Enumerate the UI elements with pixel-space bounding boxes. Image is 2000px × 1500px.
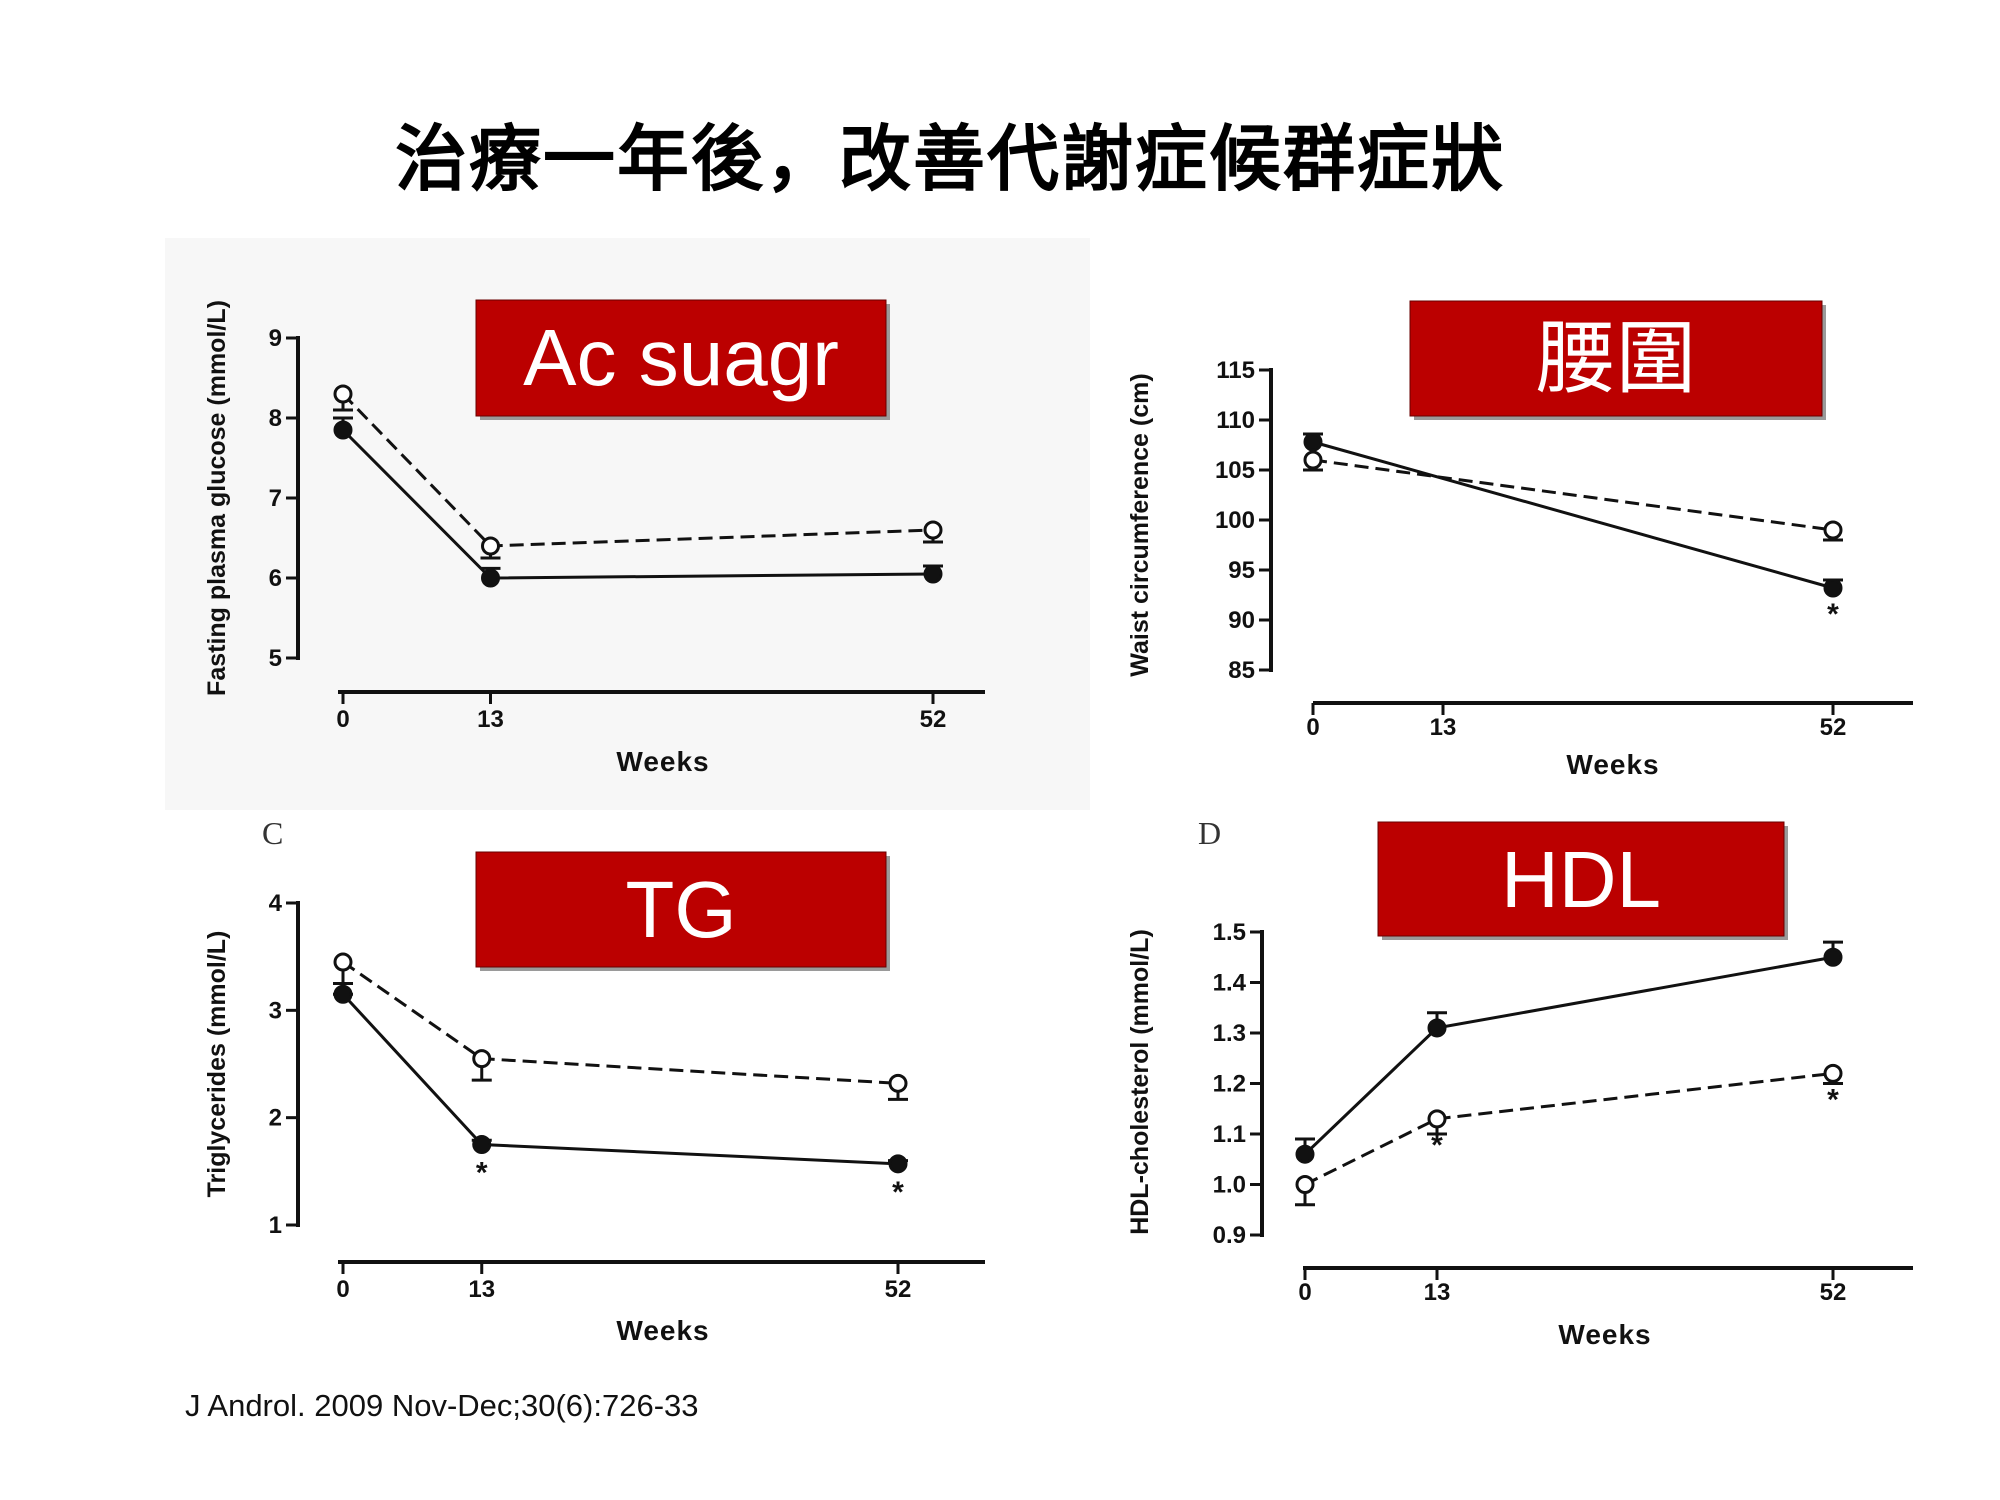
panel1-y-tick-label: 5 xyxy=(269,645,282,672)
panel2-series-1-point xyxy=(1303,450,1323,470)
panel4-y-tick-label: 1.4 xyxy=(1213,970,1247,997)
panel3-banner-label: TG xyxy=(625,865,736,954)
panel1-banner-label: Ac suagr xyxy=(523,313,839,402)
panel4-y-tick-label: 1.1 xyxy=(1213,1121,1246,1148)
panel4-y-tick-label: 0.9 xyxy=(1213,1222,1246,1249)
panel2-y-tick-label: 105 xyxy=(1215,457,1255,484)
panel4-significance-mark: * xyxy=(1431,1129,1443,1162)
panel3-series-1-line xyxy=(342,960,899,1085)
panel1-x-tick-label: 13 xyxy=(477,706,504,733)
panel2-y-tick-label: 85 xyxy=(1228,657,1255,684)
citation: J Androl. 2009 Nov-Dec;30(6):726-33 xyxy=(185,1388,699,1423)
panel1-y-tick-label: 8 xyxy=(269,405,282,432)
panel3-series-2-point xyxy=(333,984,353,1004)
panel1-series-1-point xyxy=(333,384,353,404)
panel4-y-tick-label: 1.5 xyxy=(1213,919,1246,946)
panel3-series-2-point xyxy=(472,1135,492,1154)
panel3-series-1-point xyxy=(888,1073,908,1093)
panel4-x-tick-label: 0 xyxy=(1298,1279,1311,1306)
panel2-y-tick-label: 90 xyxy=(1228,607,1255,634)
panel4-series-2-point xyxy=(1295,1144,1315,1164)
panel4-y-tick-label: 1.2 xyxy=(1213,1071,1246,1098)
panel3-y-tick-label: 2 xyxy=(269,1105,282,1132)
panel2-series-1-line xyxy=(1312,458,1834,532)
panel4-y-axis-title: HDL-cholesterol (mmol/L) xyxy=(1126,929,1154,1235)
panel3-x-axis-title: Weeks xyxy=(616,1315,709,1346)
panel1-x-tick-label: 0 xyxy=(336,706,349,733)
panel3-x-tick-label: 52 xyxy=(885,1276,912,1303)
panel2-x-tick-label: 0 xyxy=(1306,714,1319,741)
panel1-series-1-point xyxy=(481,536,500,556)
panel3-series-1-point xyxy=(333,952,353,972)
panel1-x-axis-title: Weeks xyxy=(616,746,709,777)
panel1-series-2-point xyxy=(481,568,500,588)
panel4-significance-mark: * xyxy=(1827,1083,1839,1116)
panel3-x-tick-label: 13 xyxy=(468,1276,495,1303)
panel2-x-axis-title: Weeks xyxy=(1566,749,1659,780)
panel2-banner-label: 腰圍 xyxy=(1536,314,1696,403)
panel4-series-2-point xyxy=(1427,1018,1447,1038)
panel2-y-tick-label: 115 xyxy=(1216,357,1255,384)
panel2-series-1-point xyxy=(1823,520,1843,540)
panel4-x-axis-title: Weeks xyxy=(1558,1319,1651,1350)
panel4-series-2-point xyxy=(1823,947,1843,967)
panel4-x-tick-label: 52 xyxy=(1820,1279,1847,1306)
panel3-y-tick-label: 1 xyxy=(269,1212,282,1239)
panel1-y-tick-label: 6 xyxy=(269,565,282,592)
panel2-y-tick-label: 100 xyxy=(1215,507,1255,534)
panel3-y-tick-label: 3 xyxy=(269,997,282,1024)
panel4-panel-letter: D xyxy=(1198,815,1221,851)
panel1-series-2-point xyxy=(923,564,943,584)
panel4-series-1-point xyxy=(1823,1063,1843,1083)
panel2-y-tick-label: 95 xyxy=(1228,557,1255,584)
panel3-panel-letter: C xyxy=(262,815,283,851)
panel2-y-axis-title: Waist circumference (cm) xyxy=(1126,373,1154,676)
panel4-series-1-line xyxy=(1304,1071,1834,1186)
panel2-series-2-point xyxy=(1823,578,1843,598)
panel4-banner xyxy=(1377,821,1785,937)
panel1-series-2-point xyxy=(333,420,353,440)
panel3-series-2-point xyxy=(888,1154,908,1174)
panel3-banner xyxy=(475,851,887,968)
panel3-significance-mark: * xyxy=(892,1176,904,1209)
panel4-y-tick-label: 1.0 xyxy=(1213,1172,1246,1199)
panel1-banner xyxy=(475,299,887,417)
panel3-significance-mark: * xyxy=(476,1157,488,1190)
panel3-y-tick-label: 4 xyxy=(269,890,283,917)
panel2-x-tick-label: 13 xyxy=(1430,714,1457,741)
panel2-significance-mark: * xyxy=(1827,598,1839,631)
panel4-series-2-line xyxy=(1303,955,1834,1156)
panel2-y-tick-label: 110 xyxy=(1216,407,1255,434)
panel1-y-axis-title: Fasting plasma glucose (mmol/L) xyxy=(203,300,231,696)
panel4-y-tick-label: 1.3 xyxy=(1213,1020,1246,1047)
panel2-series-2-point xyxy=(1303,432,1323,452)
panel2-series-2-line xyxy=(1312,440,1834,590)
panel1-y-tick-label: 7 xyxy=(269,485,282,512)
panel2-banner xyxy=(1409,300,1823,417)
panel3-series-1-point xyxy=(472,1049,492,1069)
panel4-x-tick-label: 13 xyxy=(1424,1279,1451,1306)
panel1-y-tick-label: 9 xyxy=(269,325,282,352)
panel3-x-tick-label: 0 xyxy=(336,1276,349,1303)
panel4-series-1-point xyxy=(1295,1175,1315,1194)
panel4-series-1-point xyxy=(1427,1109,1447,1129)
panel4-banner-label: HDL xyxy=(1501,835,1661,924)
panel1-series-1-point xyxy=(923,520,943,540)
page-title: 治療一年後，改善代謝症候群症狀 xyxy=(394,117,1505,201)
panel1-x-tick-label: 52 xyxy=(920,706,947,733)
panel2-x-tick-label: 52 xyxy=(1820,714,1847,741)
panel3-series-2-line xyxy=(341,993,899,1166)
panel3-y-axis-title: Triglycerides (mmol/L) xyxy=(203,931,231,1198)
